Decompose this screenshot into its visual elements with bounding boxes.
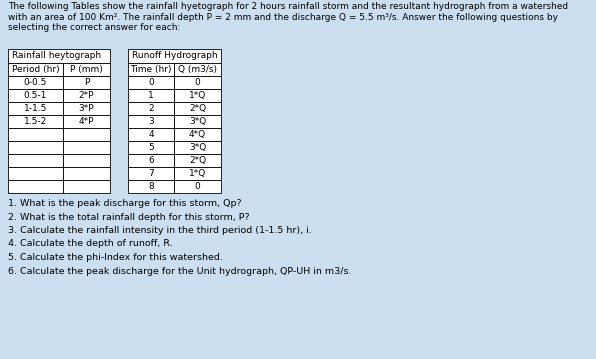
Bar [8,154,63,167]
Text: 7: 7 [148,169,154,178]
Text: with an area of 100 Km². The rainfall depth P = 2 mm and the discharge Q = 5.5 m: with an area of 100 Km². The rainfall de… [8,13,558,22]
Text: 0: 0 [195,182,200,191]
Text: Q (m3/s): Q (m3/s) [178,65,217,74]
Text: 1. What is the peak discharge for this storm, Qp?: 1. What is the peak discharge for this s… [8,199,241,208]
Bar [63,128,110,141]
Bar [8,89,63,102]
Text: selecting the correct answer for each:: selecting the correct answer for each: [8,23,181,32]
Bar [63,102,110,115]
Bar [8,76,63,89]
Text: 2*P: 2*P [79,91,94,100]
Text: 0-0.5: 0-0.5 [24,78,47,87]
Bar [174,154,221,167]
Text: 2. What is the total rainfall depth for this storm, P?: 2. What is the total rainfall depth for … [8,213,250,222]
Text: 2: 2 [148,104,154,113]
Bar [174,102,221,115]
Bar [8,180,63,193]
Bar [174,180,221,193]
Text: 4*Q: 4*Q [189,130,206,139]
Bar [128,141,174,154]
Bar [128,180,174,193]
Text: 0: 0 [195,78,200,87]
Text: 3*Q: 3*Q [189,143,206,152]
Bar [174,63,221,76]
Bar [8,49,110,63]
Text: 3. Calculate the rainfall intensity in the third period (1-1.5 hr), i.: 3. Calculate the rainfall intensity in t… [8,226,312,235]
Text: 2*Q: 2*Q [189,156,206,165]
Text: Time (hr): Time (hr) [131,65,172,74]
Text: Period (hr): Period (hr) [12,65,60,74]
Bar [8,63,63,76]
Text: 5. Calculate the phi-Index for this watershed.: 5. Calculate the phi-Index for this wate… [8,253,223,262]
Text: 4. Calculate the depth of runoff, R.: 4. Calculate the depth of runoff, R. [8,239,173,248]
Text: 3*Q: 3*Q [189,117,206,126]
Text: 3: 3 [148,117,154,126]
Text: 2*Q: 2*Q [189,104,206,113]
Text: 0.5-1: 0.5-1 [24,91,47,100]
Bar [128,102,174,115]
Bar [128,89,174,102]
Bar [128,167,174,180]
Text: P: P [84,78,89,87]
Bar [63,115,110,128]
Bar [174,141,221,154]
Bar [63,63,110,76]
Bar [63,76,110,89]
Bar [63,180,110,193]
Text: P (mm): P (mm) [70,65,103,74]
Bar [8,115,63,128]
Text: 3*P: 3*P [79,104,94,113]
Bar [128,63,174,76]
Bar [174,76,221,89]
Text: 1: 1 [148,91,154,100]
Text: 6: 6 [148,156,154,165]
Text: Runoff Hydrograph: Runoff Hydrograph [132,51,218,61]
Text: 8: 8 [148,182,154,191]
Bar [128,154,174,167]
Text: 1.5-2: 1.5-2 [24,117,47,126]
Text: 1*Q: 1*Q [189,91,206,100]
Bar [174,128,221,141]
Bar [8,128,63,141]
Bar [8,102,63,115]
Text: 6. Calculate the peak discharge for the Unit hydrograph, QP-UH in m3/s.: 6. Calculate the peak discharge for the … [8,266,352,275]
Bar [63,154,110,167]
Bar [174,89,221,102]
Bar [174,167,221,180]
Bar [63,141,110,154]
Bar [174,115,221,128]
Bar [8,167,63,180]
Bar [63,89,110,102]
Text: 4: 4 [148,130,154,139]
Bar [8,141,63,154]
Text: The following Tables show the rainfall hyetograph for 2 hours rainfall storm and: The following Tables show the rainfall h… [8,2,568,11]
Bar [63,167,110,180]
Text: 5: 5 [148,143,154,152]
Bar [128,49,221,63]
Text: 1-1.5: 1-1.5 [24,104,47,113]
Bar [128,128,174,141]
Bar [128,76,174,89]
Text: Rainfall heytograph: Rainfall heytograph [12,51,101,61]
Text: 0: 0 [148,78,154,87]
Text: 4*P: 4*P [79,117,94,126]
Text: 1*Q: 1*Q [189,169,206,178]
Bar [128,115,174,128]
